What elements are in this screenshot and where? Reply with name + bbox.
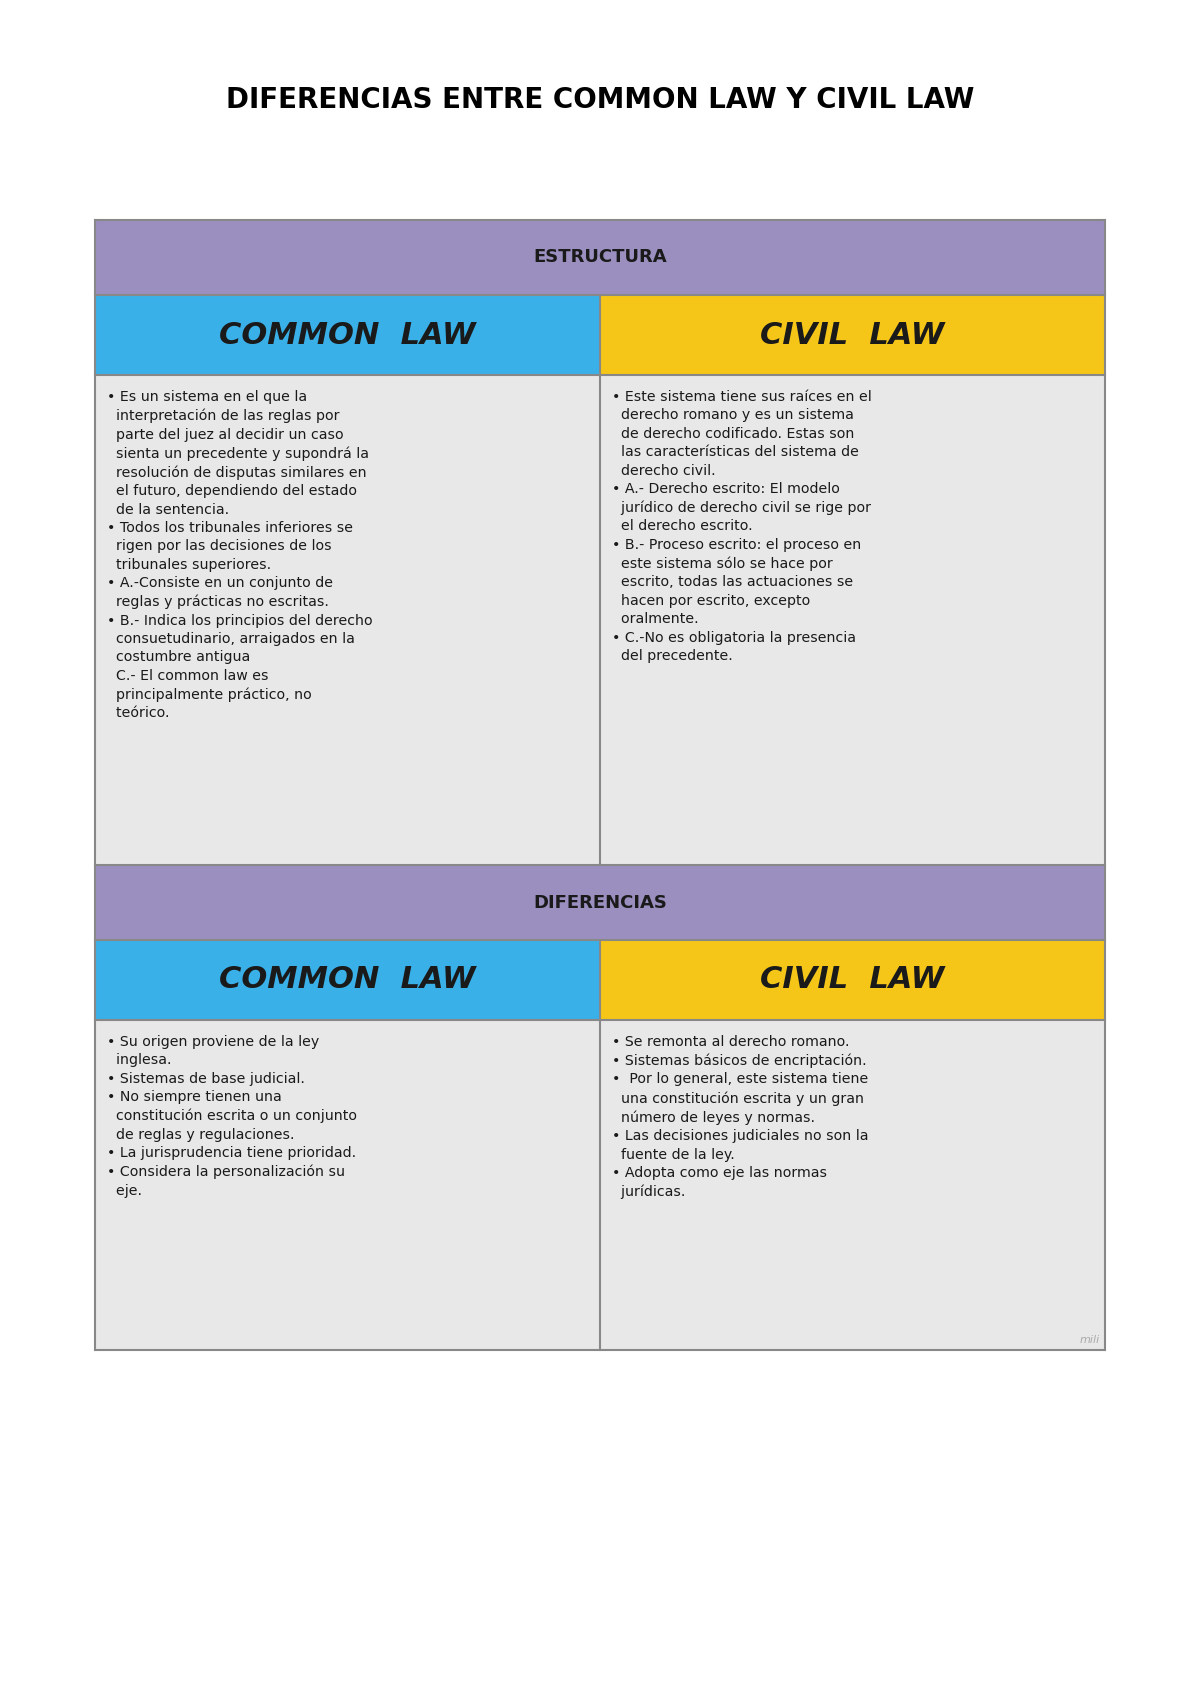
- Text: mili: mili: [1080, 1336, 1100, 1346]
- Text: • Es un sistema en el que la
  interpretación de las reglas por
  parte del juez: • Es un sistema en el que la interpretac…: [107, 390, 373, 720]
- Text: ESTRUCTURA: ESTRUCTURA: [533, 248, 667, 266]
- Text: • Este sistema tiene sus raíces en el
  derecho romano y es un sistema
  de dere: • Este sistema tiene sus raíces en el de…: [612, 390, 871, 664]
- Text: • Su origen proviene de la ley
  inglesa.
• Sistemas de base judicial.
• No siem: • Su origen proviene de la ley inglesa. …: [107, 1035, 358, 1198]
- Text: COMMON  LAW: COMMON LAW: [220, 321, 476, 350]
- Bar: [600, 1020, 1105, 1351]
- Text: COMMON  LAW: COMMON LAW: [220, 966, 476, 994]
- Bar: [600, 375, 1105, 865]
- Bar: [95, 865, 1105, 940]
- Bar: [95, 375, 600, 865]
- Bar: [600, 940, 1105, 1020]
- Bar: [95, 1020, 600, 1351]
- Bar: [95, 221, 1105, 295]
- Bar: [95, 295, 600, 375]
- Text: DIFERENCIAS: DIFERENCIAS: [533, 894, 667, 911]
- Text: • Se remonta al derecho romano.
• Sistemas básicos de encriptación.
•  Por lo ge: • Se remonta al derecho romano. • Sistem…: [612, 1035, 869, 1200]
- Bar: [600, 295, 1105, 375]
- Text: CIVIL  LAW: CIVIL LAW: [761, 321, 944, 350]
- Text: CIVIL  LAW: CIVIL LAW: [761, 966, 944, 994]
- Text: DIFERENCIAS ENTRE COMMON LAW Y CIVIL LAW: DIFERENCIAS ENTRE COMMON LAW Y CIVIL LAW: [226, 87, 974, 114]
- Bar: [95, 940, 600, 1020]
